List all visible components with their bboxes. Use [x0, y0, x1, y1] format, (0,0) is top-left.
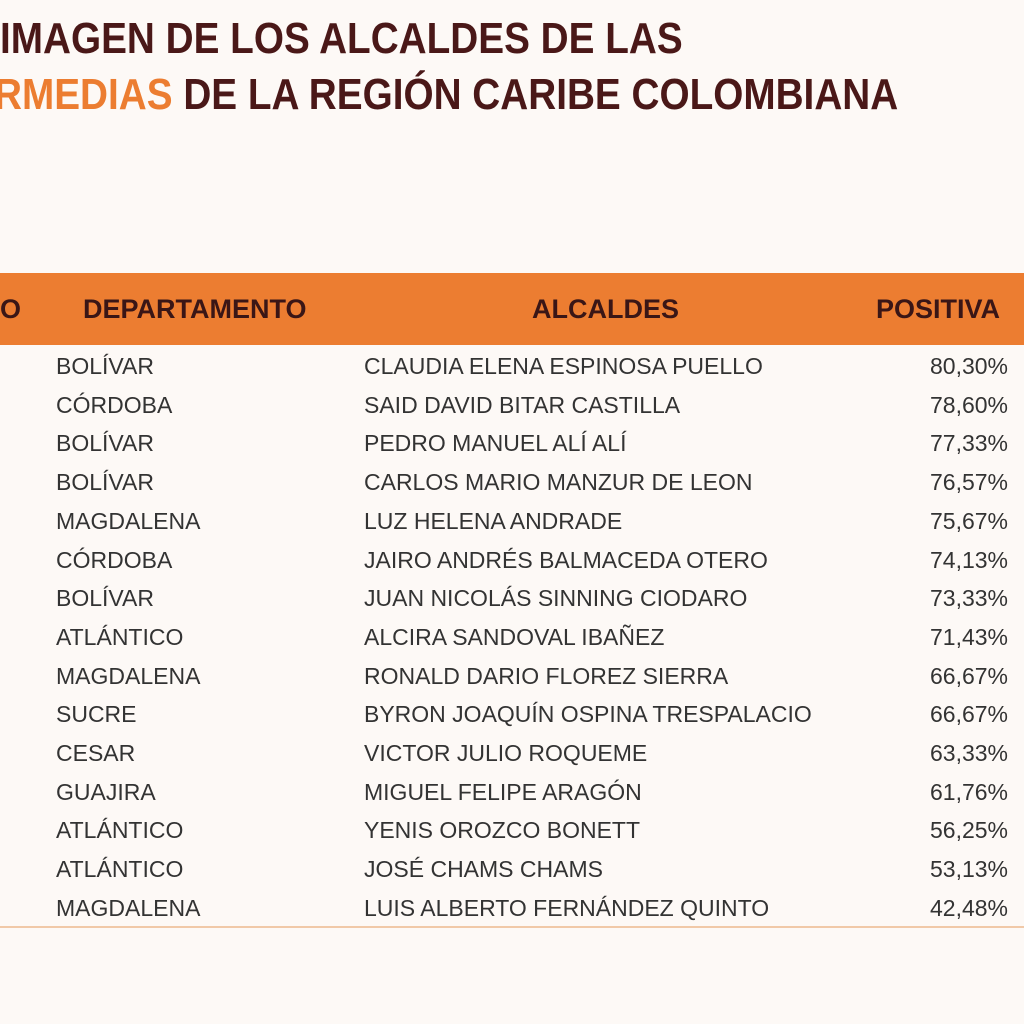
mayor-name: JOSÉ CHAMS CHAMS — [364, 856, 603, 883]
positive-rating: 75,67% — [929, 507, 1008, 534]
positive-rating: 74,13% — [929, 546, 1008, 573]
positive-rating: 42,48% — [929, 894, 1008, 921]
mayor-name: MIGUEL FELIPE ARAGÓN — [364, 778, 642, 805]
positive-rating: 56,25% — [929, 817, 1008, 844]
department: MAGDALENA — [56, 507, 201, 534]
positive-rating: 53,13% — [929, 856, 1008, 883]
positive-rating: 76,57% — [929, 469, 1008, 496]
title-text: IMAGEN DE LOS ALCALDES DE LAS — [0, 14, 683, 63]
department: CÓRDOBA — [56, 546, 173, 573]
column-header: ALCALDES — [532, 294, 679, 324]
mayor-name: JUAN NICOLÁS SINNING CIODARO — [364, 585, 748, 612]
mayor-name: CLAUDIA ELENA ESPINOSA PUELLO — [364, 353, 763, 379]
mayor-name: YENIS OROZCO BONETT — [364, 817, 641, 844]
mayor-name: JAIRO ANDRÉS BALMACEDA OTERO — [364, 546, 768, 573]
mayor-name: LUIS ALBERTO FERNÁNDEZ QUINTO — [364, 894, 770, 921]
title-text: DE LA REGIÓN CARIBE COLOMBIANA — [183, 70, 899, 119]
positive-rating: 63,33% — [929, 740, 1008, 766]
positive-rating: 66,67% — [929, 662, 1008, 689]
title-line: RMEDIAS DE LA REGIÓN CARIBE COLOMBIANA — [0, 70, 898, 120]
department: ATLÁNTICO — [56, 623, 184, 650]
positive-rating: 77,33% — [929, 430, 1008, 457]
mayor-name: ALCIRA SANDOVAL IBAÑEZ — [364, 623, 665, 650]
positive-rating: 61,76% — [929, 778, 1008, 805]
header-bar — [0, 273, 1024, 345]
department: CESAR — [56, 740, 136, 766]
positive-rating: 80,30% — [929, 353, 1008, 379]
department: ATLÁNTICO — [56, 817, 184, 844]
department: MAGDALENA — [56, 894, 201, 921]
mayor-name: BYRON JOAQUÍN OSPINA TRESPALACIO — [364, 701, 812, 728]
mayor-name: CARLOS MARIO MANZUR DE LEON — [364, 469, 753, 496]
mayor-name: VICTOR JULIO ROQUEME — [364, 740, 648, 766]
title-line: IMAGEN DE LOS ALCALDES DE LAS — [0, 14, 683, 64]
column-header: O — [0, 294, 22, 324]
positive-rating: 71,43% — [929, 623, 1008, 650]
department: ATLÁNTICO — [56, 856, 184, 883]
department: BOLÍVAR — [56, 469, 154, 496]
mayor-name: SAID DAVID BITAR CASTILLA — [364, 391, 681, 418]
title-highlight: RMEDIAS — [0, 70, 173, 119]
mayor-name: LUZ HELENA ANDRADE — [364, 507, 623, 534]
positive-rating: 73,33% — [929, 585, 1008, 612]
department: BOLÍVAR — [56, 585, 154, 612]
department: CÓRDOBA — [56, 391, 173, 418]
positive-rating: 66,67% — [929, 701, 1008, 728]
department: GUAJIRA — [56, 778, 156, 805]
department: BOLÍVAR — [56, 353, 154, 379]
column-header: POSITIVA — [875, 294, 1000, 324]
department: SUCRE — [56, 701, 137, 728]
table-rule — [0, 926, 1024, 928]
department: MAGDALENA — [56, 662, 201, 689]
mayor-name: PEDRO MANUEL ALÍ ALÍ — [364, 430, 627, 457]
mayor-name: RONALD DARIO FLOREZ SIERRA — [364, 662, 729, 689]
positive-rating: 78,60% — [929, 391, 1008, 418]
column-header: DEPARTAMENTO — [83, 294, 307, 324]
department: BOLÍVAR — [56, 430, 154, 457]
